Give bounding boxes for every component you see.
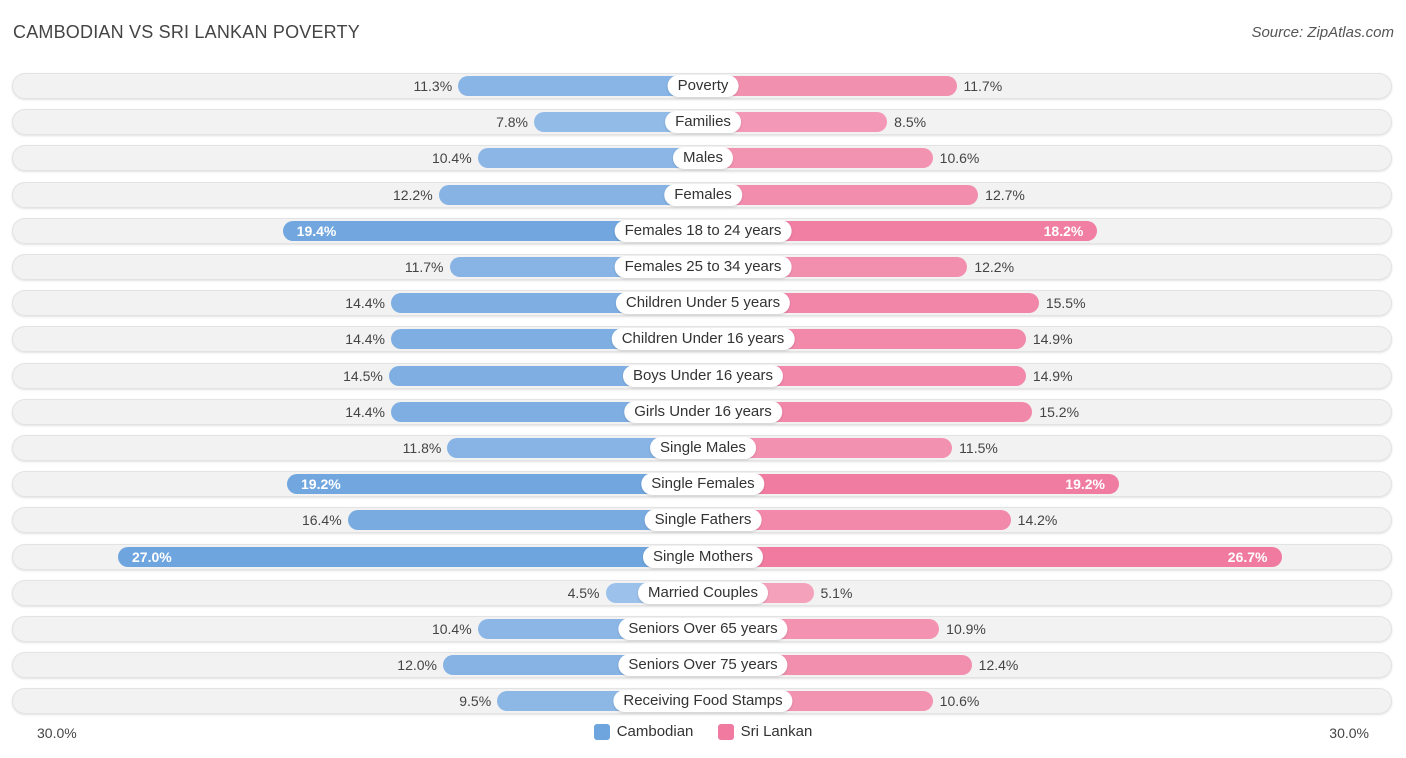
value-label-cambodian: 11.8% [402, 440, 442, 456]
bar-sri-lankan[interactable] [703, 438, 953, 458]
bar-sri-lankan[interactable] [703, 510, 1011, 531]
value-label-cambodian: 10.4% [431, 621, 472, 637]
bar-cambodian[interactable] [438, 184, 703, 205]
value-label-cambodian: 14.4% [345, 331, 385, 348]
axis-label-left: 30.0% [37, 725, 77, 741]
legend-item-sri-lankan[interactable]: Sri Lankan [717, 723, 813, 740]
bar-sri-lankan[interactable] [703, 546, 1282, 567]
bar-cambodian[interactable] [287, 474, 703, 495]
category-label: Seniors Over 65 years [618, 618, 788, 640]
value-label-cambodian: 19.4% [296, 222, 337, 239]
legend-item-cambodian[interactable]: Cambodian [593, 723, 694, 740]
value-label-sri-lankan: 12.4% [978, 657, 1019, 674]
category-label: Receiving Food Stamps [613, 690, 793, 713]
category-label: Females [664, 183, 742, 206]
value-label-cambodian: 11.7% [404, 259, 444, 275]
value-label-sri-lankan: 14.9% [1032, 331, 1073, 348]
category-label: Females 18 to 24 years [614, 219, 792, 242]
category-label: Seniors Over 75 years [618, 654, 788, 677]
value-label-cambodian: 9.5% [459, 693, 492, 710]
category-label: Single Males [650, 437, 756, 459]
bar-sri-lankan[interactable] [703, 76, 957, 96]
bar-sri-lankan[interactable] [703, 474, 1119, 495]
bar-cambodian[interactable] [282, 220, 703, 241]
category-label: Single Mothers [642, 545, 764, 568]
bar-cambodian[interactable] [447, 438, 703, 458]
value-label-sri-lankan: 10.9% [946, 621, 986, 637]
value-label-sri-lankan: 26.7% [1227, 548, 1268, 565]
bar-cambodian[interactable] [347, 510, 703, 531]
value-label-sri-lankan: 14.9% [1032, 367, 1073, 384]
bar-sri-lankan[interactable] [703, 184, 979, 205]
category-label: Poverty [667, 75, 739, 97]
category-label: Single Females [641, 473, 765, 496]
value-label-cambodian: 10.4% [431, 150, 472, 167]
value-label-sri-lankan: 8.5% [894, 114, 927, 131]
value-label-sri-lankan: 5.1% [820, 584, 853, 601]
value-label-cambodian: 12.0% [397, 657, 437, 674]
category-label: Families [665, 111, 741, 134]
bar-cambodian[interactable] [458, 76, 703, 96]
bar-cambodian[interactable] [534, 112, 703, 133]
category-label: Males [672, 147, 734, 170]
category-label: Children Under 5 years [615, 292, 791, 315]
legend-label-cambodian: Cambodian [616, 723, 694, 740]
bar-cambodian[interactable] [477, 148, 703, 169]
bar-sri-lankan[interactable] [703, 148, 933, 169]
category-label: Married Couples [637, 581, 769, 604]
source-label: Source: ZipAtlas.com [1251, 24, 1394, 41]
value-label-cambodian: 7.8% [496, 114, 528, 131]
bar-sri-lankan[interactable] [703, 220, 1098, 241]
value-label-cambodian: 14.5% [343, 367, 383, 384]
category-label: Girls Under 16 years [624, 400, 782, 423]
value-label-sri-lankan: 18.2% [1043, 222, 1084, 239]
bar-cambodian[interactable] [118, 546, 703, 567]
bar-sri-lankan[interactable] [703, 112, 888, 133]
legend-swatch-cambodian [593, 723, 610, 740]
category-label: Children Under 16 years [611, 328, 795, 351]
legend-label-sri-lankan: Sri Lankan [740, 723, 813, 740]
value-label-cambodian: 14.4% [345, 295, 385, 312]
axis-label-right: 30.0% [1329, 725, 1369, 741]
legend: Cambodian Sri Lankan [0, 723, 1406, 744]
value-label-cambodian: 16.4% [301, 512, 342, 529]
value-label-cambodian: 27.0% [132, 548, 172, 565]
value-label-cambodian: 11.3% [413, 78, 453, 94]
value-label-cambodian: 4.5% [567, 584, 600, 601]
value-label-cambodian: 12.2% [392, 186, 433, 203]
value-label-cambodian: 19.2% [301, 476, 341, 493]
value-label-sri-lankan: 14.2% [1017, 512, 1058, 529]
bar-sri-lankan[interactable] [703, 401, 1033, 422]
value-label-sri-lankan: 12.7% [985, 186, 1025, 203]
legend-swatch-sri-lankan [717, 723, 734, 740]
value-label-cambodian: 14.4% [345, 403, 385, 420]
value-label-sri-lankan: 15.2% [1039, 403, 1080, 420]
value-label-sri-lankan: 11.5% [959, 440, 998, 456]
category-label: Boys Under 16 years [622, 364, 784, 387]
bar-sri-lankan[interactable] [703, 365, 1026, 386]
value-label-sri-lankan: 15.5% [1045, 295, 1086, 312]
value-label-sri-lankan: 19.2% [1065, 476, 1105, 493]
chart-title: CAMBODIAN VS SRI LANKAN POVERTY [13, 22, 360, 42]
value-label-sri-lankan: 11.7% [963, 78, 1003, 94]
category-label: Single Fathers [644, 509, 762, 532]
value-label-sri-lankan: 10.6% [939, 150, 980, 167]
value-label-sri-lankan: 10.6% [939, 693, 980, 710]
category-label: Females 25 to 34 years [614, 256, 792, 278]
value-label-sri-lankan: 12.2% [974, 259, 1015, 275]
